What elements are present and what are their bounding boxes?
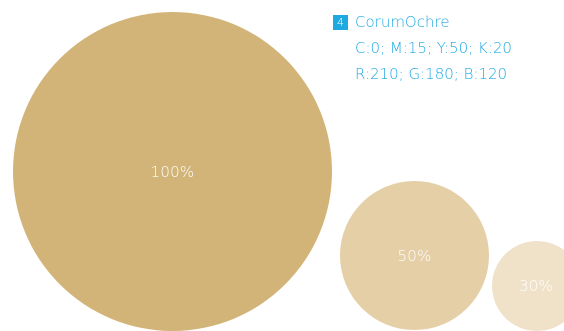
tint-label-50: 50% [397, 246, 432, 265]
cmyk-values: C:0; M:15; Y:50; K:20 [355, 39, 512, 57]
tint-swatch-100: 100% [13, 12, 332, 331]
color-index-badge: 4 [333, 15, 348, 30]
tint-swatch-50: 50% [340, 181, 489, 330]
color-title-row: 4 CorumOchre [333, 9, 512, 35]
rgb-values: R:210; G:180; B:120 [355, 65, 508, 83]
tint-label-30: 30% [519, 277, 553, 295]
color-info-block: 4 CorumOchre C:0; M:15; Y:50; K:20 R:210;… [333, 9, 512, 87]
color-name: CorumOchre [355, 13, 450, 31]
tint-swatch-30: 30% [492, 241, 564, 331]
tint-label-100: 100% [150, 162, 195, 181]
